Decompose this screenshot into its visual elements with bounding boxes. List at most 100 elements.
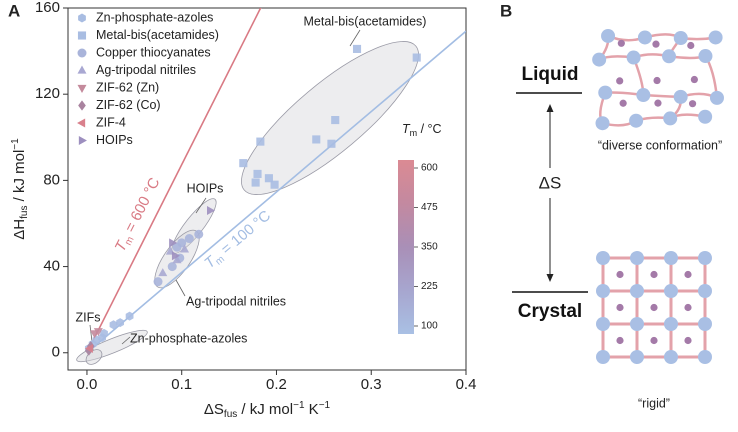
colorbar-label: Tm / °C	[402, 122, 442, 138]
node	[698, 284, 712, 298]
legend-label: Metal-bis(acetamides)	[96, 28, 219, 42]
x-tick-label: 0.2	[266, 376, 287, 393]
ion	[617, 39, 625, 47]
leaders	[89, 29, 361, 351]
node	[598, 85, 613, 100]
panel-label: A	[8, 1, 20, 20]
node	[698, 109, 713, 124]
sup: −1	[293, 400, 305, 411]
node	[664, 317, 678, 331]
ion	[687, 41, 695, 50]
marker	[251, 178, 260, 187]
marker	[125, 311, 134, 321]
node	[708, 30, 723, 45]
y-tick-label: 160	[35, 0, 60, 16]
panel-label: B	[500, 1, 512, 20]
tm-line	[86, 8, 262, 354]
marker	[206, 206, 216, 216]
leader-line	[349, 29, 361, 47]
marker	[239, 159, 248, 168]
x-tick-label: 0.0	[77, 376, 98, 393]
node	[664, 251, 678, 265]
marker	[158, 268, 168, 277]
node	[698, 251, 712, 265]
legend-label: ZIF-62 (Co)	[96, 98, 161, 112]
y-tick-label: 80	[43, 171, 60, 188]
marker	[331, 115, 340, 125]
node	[626, 50, 641, 65]
ion	[619, 99, 627, 107]
node	[662, 49, 677, 64]
tm-line-label: Tm = 100 °C	[201, 207, 275, 273]
ion	[684, 303, 692, 312]
node	[664, 350, 678, 364]
annotation: ZIFs	[76, 310, 101, 324]
group-ellipse	[241, 41, 419, 195]
leader-line	[175, 279, 186, 297]
legend-label: HOIPs	[96, 133, 133, 147]
marker	[77, 118, 86, 128]
ion	[684, 336, 692, 345]
node	[630, 317, 644, 331]
tm-lines	[86, 8, 466, 354]
marker	[77, 65, 87, 74]
node	[636, 88, 651, 103]
x-tick-label: 0.1	[171, 376, 192, 393]
marker	[78, 100, 86, 111]
t: T	[402, 122, 411, 136]
node	[663, 111, 678, 126]
marker	[264, 174, 273, 183]
legend-label: Copper thiocyanates	[96, 45, 211, 59]
x-tick-label: 0.3	[361, 376, 382, 393]
marker	[171, 251, 181, 261]
annotation: Ag-tripodal nitriles	[186, 294, 286, 308]
ion	[688, 100, 697, 108]
node	[630, 251, 644, 265]
ion	[616, 77, 624, 85]
marker	[78, 13, 86, 23]
leader-line	[121, 336, 131, 345]
marker	[184, 234, 194, 244]
x-tick-label: 0.4	[456, 376, 477, 393]
colorbar	[398, 160, 414, 334]
marker	[412, 53, 421, 62]
arrow-head	[546, 104, 554, 112]
caption: “rigid”	[638, 396, 670, 410]
marker	[327, 139, 336, 148]
t: / kJ mol	[237, 401, 293, 418]
txt: = 100 °C	[215, 207, 274, 261]
ion	[616, 303, 624, 312]
ion	[650, 303, 658, 312]
colorbar-tick-label: 100	[421, 321, 438, 332]
node	[629, 113, 644, 128]
node	[630, 284, 644, 298]
plot-frame	[67, 7, 467, 371]
txt: / °C	[417, 122, 441, 136]
node	[595, 116, 610, 131]
marker	[78, 136, 87, 145]
tm-line	[86, 30, 466, 354]
colorbar-tick-label: 600	[421, 163, 438, 174]
node	[664, 284, 678, 298]
y-axis-label: ΔHfus / kJ mol−1	[10, 138, 30, 240]
marker	[253, 169, 262, 178]
marker	[256, 137, 265, 146]
node	[637, 30, 652, 45]
ion	[616, 336, 624, 345]
annotation: Metal-bis(acetamides)	[304, 14, 427, 28]
marker	[167, 262, 177, 272]
marker	[84, 343, 93, 353]
colorbar-tick-label: 475	[421, 202, 438, 213]
marker	[180, 244, 190, 253]
node	[673, 30, 688, 45]
ion	[616, 270, 624, 279]
marker	[100, 328, 108, 338]
node	[698, 350, 712, 364]
t: K	[305, 401, 319, 418]
y-tick-label: 0	[52, 344, 60, 361]
node	[596, 350, 610, 364]
arrow-label: ΔS	[539, 173, 562, 192]
node	[601, 28, 616, 43]
legend-label: Ag-tripodal nitriles	[96, 63, 196, 77]
